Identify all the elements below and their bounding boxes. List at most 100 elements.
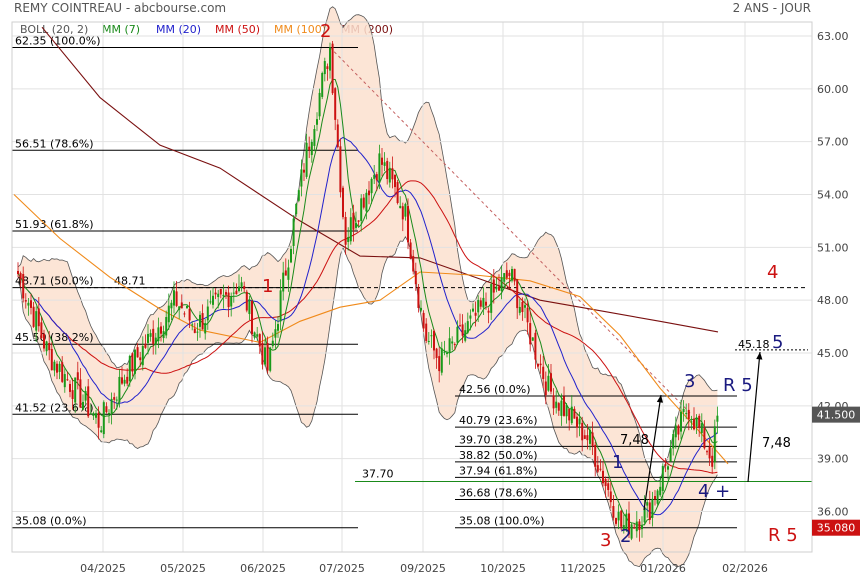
candle [102, 402, 105, 435]
candle [154, 337, 157, 345]
candle [399, 205, 402, 209]
candle [518, 306, 521, 313]
candle [147, 333, 149, 343]
candle [485, 301, 487, 306]
candle [134, 349, 136, 374]
axes: 63.0060.0057.0054.0051.0048.0045.0042.00… [11, 21, 860, 575]
candle [336, 124, 339, 148]
candle [451, 341, 454, 344]
candle [438, 356, 441, 372]
candle [713, 426, 716, 463]
candle [568, 409, 571, 421]
candle [357, 220, 360, 222]
candle [555, 401, 558, 408]
x-tick-label: 02/2026 [722, 562, 768, 575]
candle [459, 325, 461, 327]
candle [464, 330, 467, 341]
candle [19, 273, 22, 279]
candle [313, 129, 316, 146]
measure-arrow-1-head [656, 395, 664, 403]
candle [284, 270, 287, 276]
candle [144, 343, 147, 348]
fib-label: 42.56 (0.0%) [459, 383, 531, 396]
candle [37, 308, 40, 327]
candle [235, 290, 238, 295]
candle [531, 337, 534, 341]
candle [173, 290, 175, 306]
candle [300, 169, 303, 187]
candle [157, 327, 160, 342]
candle [76, 372, 79, 381]
candle [50, 348, 53, 371]
candle [698, 415, 701, 429]
candle [396, 182, 399, 204]
support-badge [812, 519, 860, 536]
candle [466, 321, 469, 333]
candle [339, 146, 342, 193]
candle [266, 343, 269, 371]
level-label: 45.18 [738, 338, 770, 351]
candle [53, 361, 56, 371]
candle [149, 333, 152, 337]
candle [589, 429, 591, 444]
candle [89, 413, 92, 415]
candle [641, 525, 643, 530]
fib-label: 38.82 (50.0%) [459, 449, 538, 462]
candle [243, 286, 246, 290]
candle [108, 412, 110, 414]
candle [537, 363, 539, 367]
fib-label: 35.08 (100.0%) [459, 515, 545, 528]
candle [472, 308, 474, 312]
fib-label: 45.50 (38.2%) [15, 331, 94, 344]
candle [71, 390, 74, 400]
ma-50-line [43, 180, 718, 474]
candle [638, 521, 641, 531]
candle [290, 248, 292, 263]
candle [659, 486, 662, 496]
x-tick-label: 06/2025 [240, 562, 286, 575]
candle [115, 399, 118, 401]
candle [544, 381, 547, 396]
candle [607, 483, 610, 491]
candle [690, 421, 693, 423]
fib-label: 36.68 (78.6%) [459, 487, 538, 500]
candle [521, 301, 524, 313]
annotation-label: 7,48 [762, 436, 791, 451]
fib-label: 41.52 (23.6%) [15, 401, 94, 414]
candle [534, 332, 537, 360]
candle [79, 379, 82, 408]
candle [693, 418, 695, 430]
last-price-value: 41.500 [817, 409, 856, 422]
candle [370, 178, 373, 194]
candle [414, 271, 417, 285]
y-tick-label: 36.00 [817, 506, 849, 519]
candle [308, 146, 311, 150]
candle [165, 317, 168, 336]
candle [261, 342, 264, 365]
x-tick-label: 04/2025 [80, 562, 126, 575]
candle [420, 307, 422, 311]
candle [570, 406, 573, 424]
candle [17, 270, 19, 275]
candle [622, 525, 625, 531]
candle [352, 212, 355, 230]
candle [708, 446, 711, 459]
x-tick-label: 10/2025 [480, 562, 526, 575]
candle [178, 306, 181, 310]
candle [61, 362, 64, 382]
candle [92, 413, 95, 416]
candle [110, 398, 113, 414]
candle [188, 308, 191, 321]
candle [630, 524, 633, 539]
ma-200-line [41, 26, 719, 333]
candle [123, 379, 126, 384]
candle [84, 391, 87, 401]
support-value: 35.080 [817, 522, 856, 535]
candle [576, 416, 578, 428]
candle [563, 396, 565, 416]
candle [443, 351, 446, 353]
candle [238, 286, 240, 292]
candle [388, 167, 391, 183]
